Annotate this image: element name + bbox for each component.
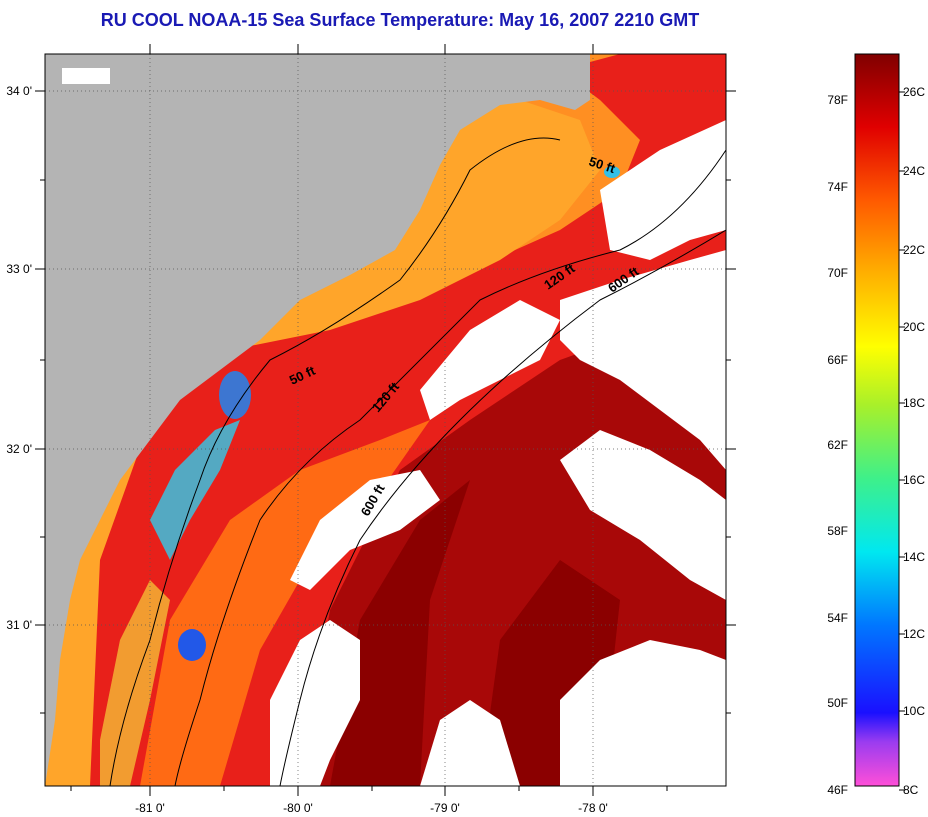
cloud-shelf-break bbox=[420, 300, 560, 420]
colorbar-gradient bbox=[854, 53, 900, 787]
colorbar-f-label: 70F bbox=[827, 266, 848, 280]
map-border bbox=[44, 53, 727, 787]
colorbar-c-label: 14C bbox=[903, 550, 925, 564]
colorbar-c-label: 18C bbox=[903, 396, 925, 410]
map-title: RU COOL NOAA-15 Sea Surface Temperature:… bbox=[100, 10, 700, 30]
colorbar-c-label: 22C bbox=[903, 243, 925, 257]
cloud-cape-fear bbox=[600, 120, 726, 260]
cloud-mid bbox=[290, 470, 440, 590]
map-frame bbox=[45, 54, 726, 786]
contour-50ft bbox=[109, 137, 561, 786]
cloud-east-central bbox=[560, 430, 726, 600]
lat-label-33: 33 0' bbox=[6, 262, 32, 276]
colorbar-fahrenheit-labels: 78F 74F 70F 66F 62F 58F 54F 50F 46F bbox=[827, 93, 848, 797]
contour-120ft bbox=[174, 149, 726, 786]
lat-label-31: 31 0' bbox=[6, 618, 32, 632]
cloud-southeast bbox=[560, 640, 726, 786]
colorbar-f-label: 50F bbox=[827, 696, 848, 710]
cool-nearshore-south bbox=[150, 420, 240, 560]
colorbar: 78F 74F 70F 66F 62F 58F 54F 50F 46F 26C 24C 22C 20C… bbox=[827, 53, 925, 797]
graticule bbox=[45, 54, 726, 786]
colorbar-f-label: 54F bbox=[827, 611, 848, 625]
colorbar-f-label: 78F bbox=[827, 93, 848, 107]
colorbar-celsius-labels: 26C 24C 22C 20C 18C 16C 14C 12C 10C 8C bbox=[899, 85, 925, 797]
lat-label-32: 32 0' bbox=[6, 442, 32, 456]
colorbar-c-label: 20C bbox=[903, 320, 925, 334]
inner-shelf bbox=[45, 100, 600, 786]
axis-ticks bbox=[35, 44, 736, 796]
cloud-northwest bbox=[62, 68, 110, 84]
lon-label-79: -79 0' bbox=[430, 801, 460, 815]
lon-label-78: -78 0' bbox=[578, 801, 608, 815]
cloud-southwest bbox=[270, 620, 360, 786]
land-mainland bbox=[45, 54, 590, 786]
bathymetry-contours bbox=[109, 137, 726, 786]
colorbar-c-label: 26C bbox=[903, 85, 925, 99]
colorbar-c-label: 8C bbox=[903, 783, 919, 797]
colorbar-f-label: 58F bbox=[827, 524, 848, 538]
cool-patch-north bbox=[219, 371, 251, 419]
cool-patch-cape bbox=[604, 166, 620, 178]
cloud-south-central bbox=[420, 700, 520, 786]
cool-eddy bbox=[178, 629, 206, 661]
contour-600ft bbox=[279, 229, 726, 786]
cloud-patches-east bbox=[640, 330, 726, 420]
gulf-stream-core bbox=[330, 480, 470, 786]
colorbar-c-label: 10C bbox=[903, 704, 925, 718]
colorbar-f-label: 46F bbox=[827, 783, 848, 797]
colorbar-f-label: 62F bbox=[827, 438, 848, 452]
lon-label-80: -80 0' bbox=[283, 801, 313, 815]
lat-label-34: 34 0' bbox=[6, 84, 32, 98]
colorbar-f-label: 66F bbox=[827, 353, 848, 367]
lon-label-81: -81 0' bbox=[135, 801, 165, 815]
colorbar-c-label: 24C bbox=[903, 164, 925, 178]
colorbar-c-label: 12C bbox=[903, 627, 925, 641]
colorbar-f-label: 74F bbox=[827, 180, 848, 194]
colorbar-c-label: 16C bbox=[903, 473, 925, 487]
